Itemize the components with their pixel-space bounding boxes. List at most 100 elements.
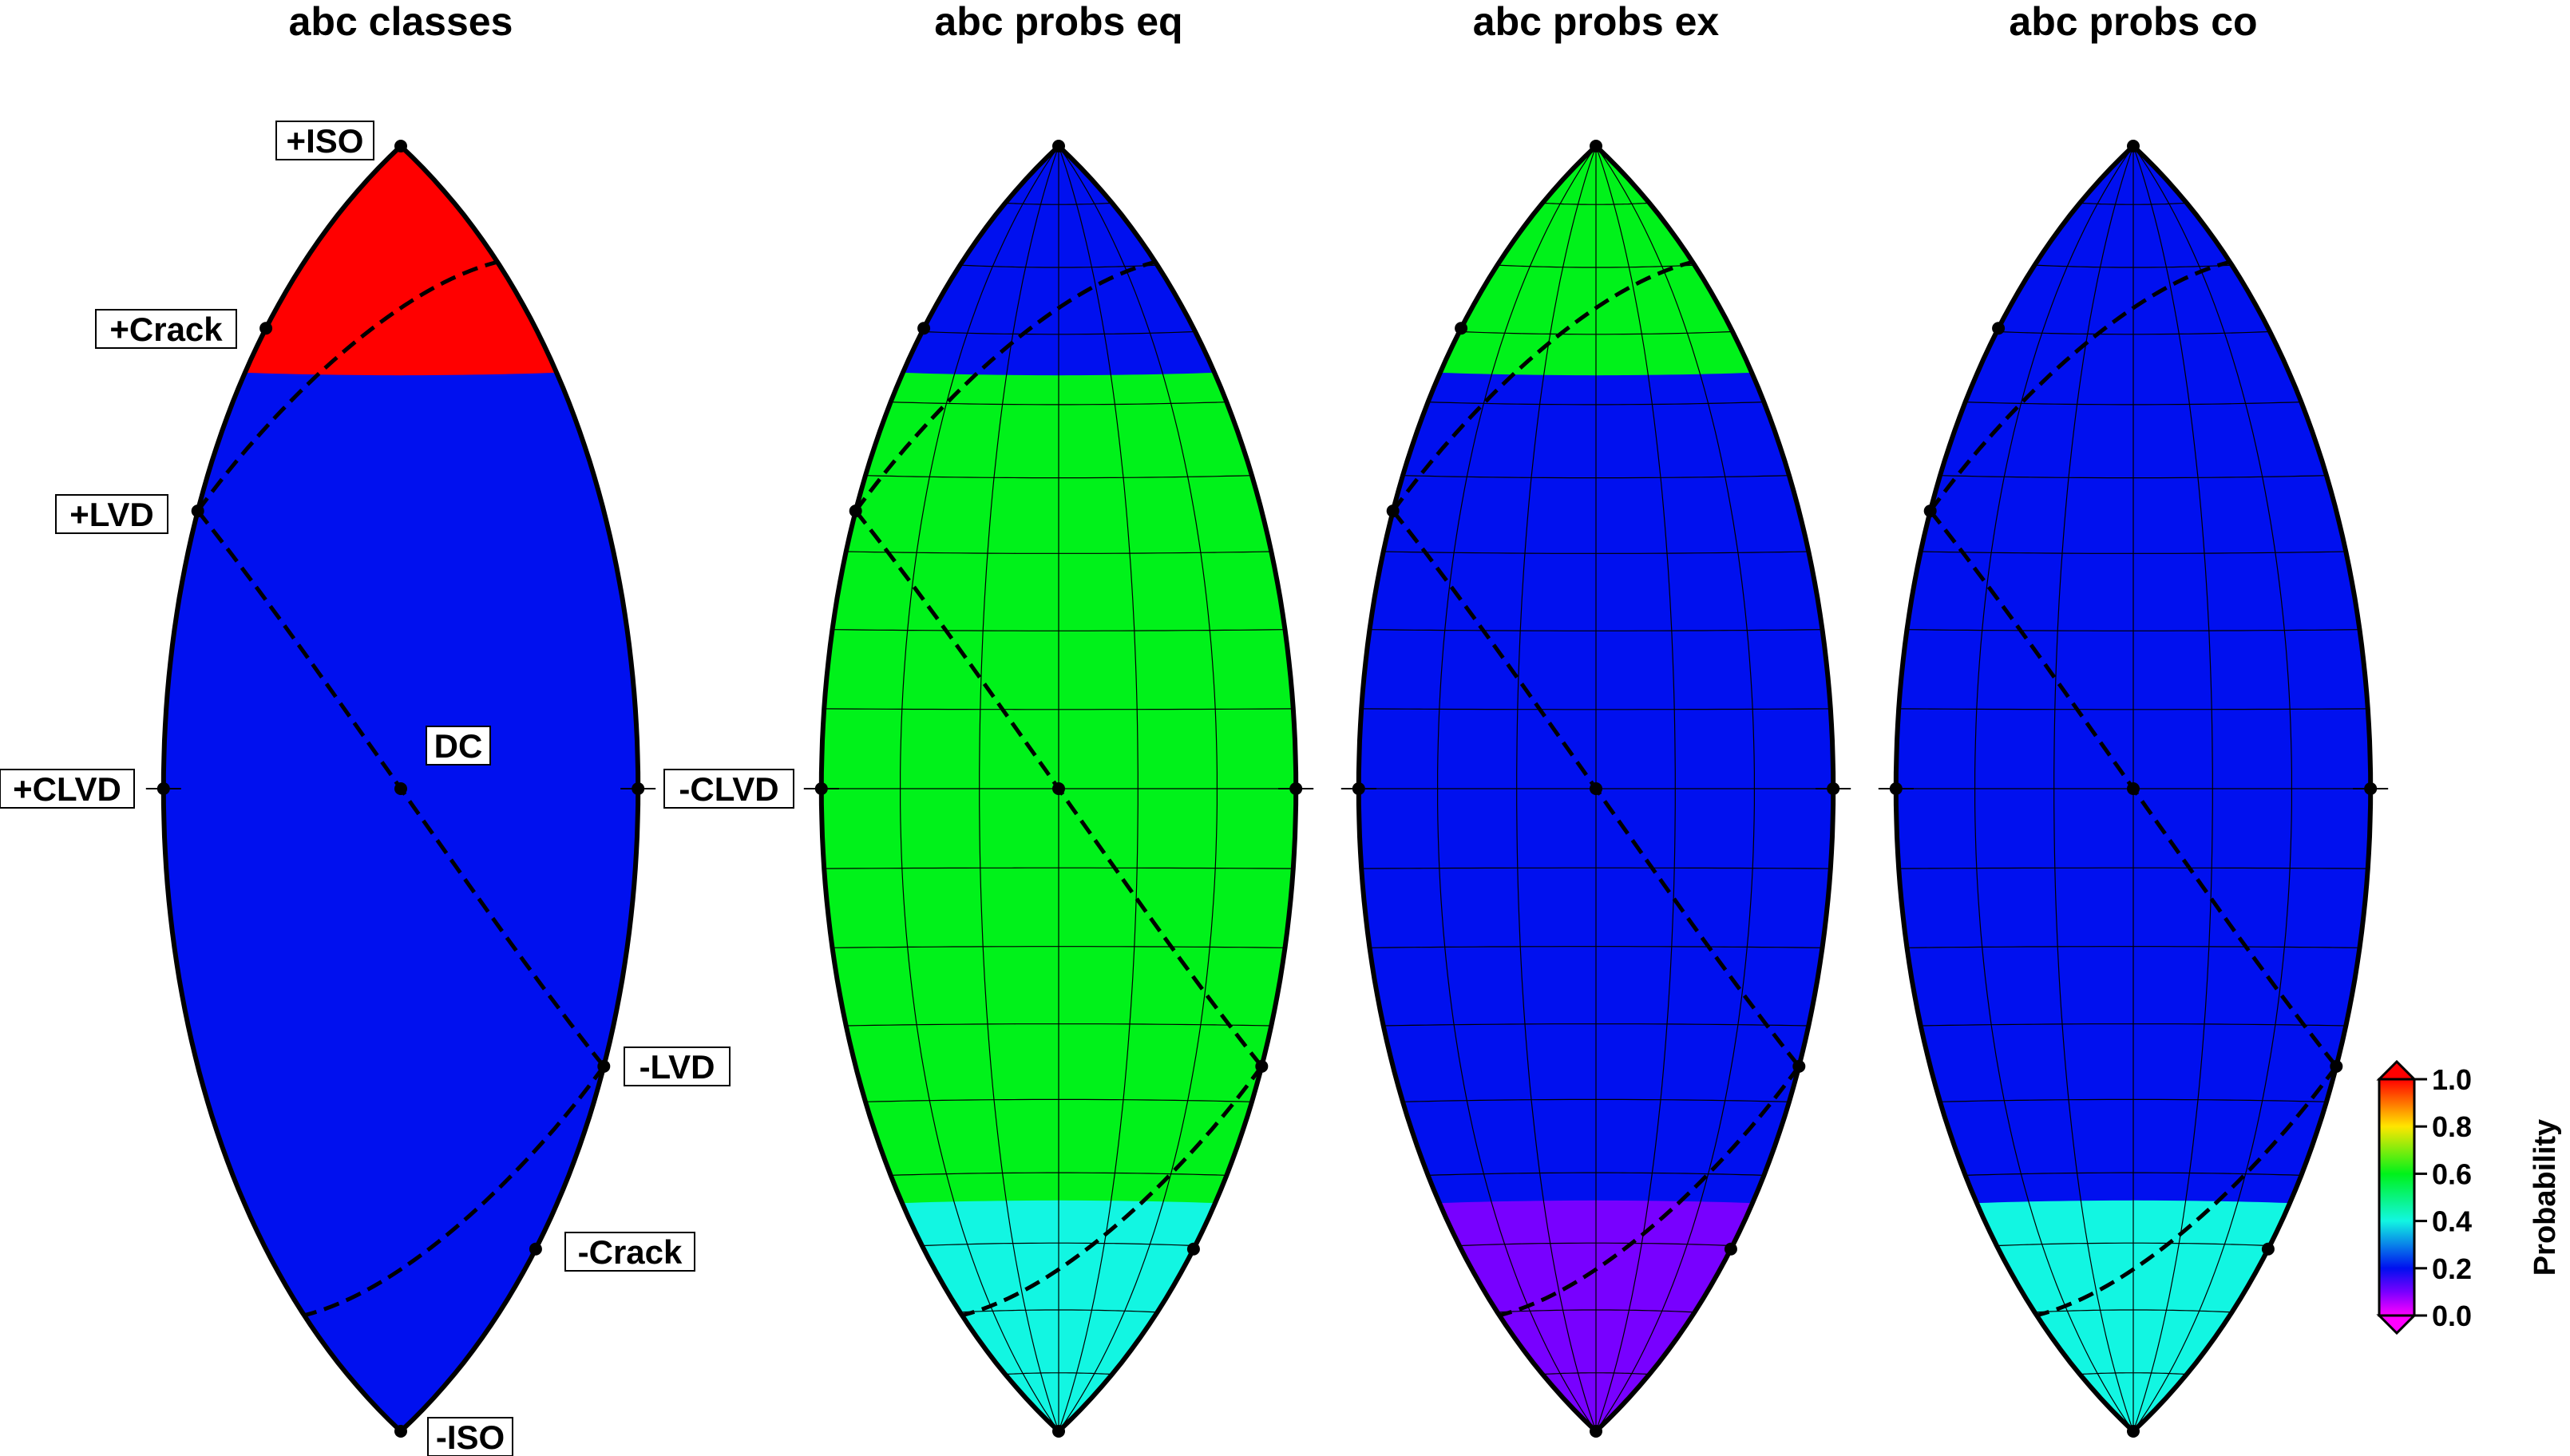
parallel <box>1939 475 2327 479</box>
label-crack-neg: -Crack <box>578 1233 683 1271</box>
label-lvd-pos: +LVD <box>69 496 153 533</box>
lune-labels: +ISO +Crack +LVD +CLVD DC -CLVD -LVD -Cr… <box>0 121 794 1456</box>
parallel <box>1899 708 2368 710</box>
parallel <box>1497 264 1695 268</box>
panel-title-ex: abc probs ex <box>1473 0 1720 44</box>
parallel <box>1383 551 1809 554</box>
parallel <box>824 708 1293 710</box>
label-dc: DC <box>434 727 483 765</box>
parallel <box>1402 475 1790 479</box>
label-iso-pos: +ISO <box>287 122 364 160</box>
label-clvd-pos: +CLVD <box>13 770 121 808</box>
parallel <box>1996 330 2271 335</box>
parallel <box>1004 1372 1113 1375</box>
panel-title-co: abc probs co <box>2009 0 2257 44</box>
reference-point <box>1052 782 1065 795</box>
parallel <box>1428 1172 1764 1176</box>
reference-point <box>1052 140 1065 152</box>
parallel <box>960 1309 1158 1313</box>
parallel <box>1920 551 2346 554</box>
parallel <box>2079 1372 2188 1375</box>
parallel <box>890 1172 1227 1176</box>
reference-point <box>1590 782 1602 795</box>
reference-point <box>597 1059 611 1073</box>
reference-point <box>1889 782 1903 795</box>
reference-arc-2 <box>961 1065 1264 1318</box>
reference-point <box>191 504 204 518</box>
label-lvd-neg: -LVD <box>640 1048 715 1086</box>
label-iso-neg: -ISO <box>436 1418 505 1456</box>
reference-point <box>1352 782 1365 795</box>
reference-point <box>1255 1059 1269 1073</box>
colorbar-top-cap <box>2376 1059 2418 1081</box>
colorbar-ticks: 1.0 0.8 0.6 0.4 0.2 0.0 <box>2414 1063 2472 1332</box>
class-region-eq <box>163 372 639 1431</box>
reference-point <box>1186 1242 1200 1256</box>
parallel <box>1907 629 2360 631</box>
parallel <box>960 264 1158 268</box>
parallel <box>865 475 1253 479</box>
colorbar-tick-label: 1.0 <box>2432 1063 2472 1096</box>
parallel <box>1542 1372 1650 1375</box>
reference-point <box>394 1425 407 1438</box>
parallel <box>832 629 1285 631</box>
colorbar-gradient <box>2378 1078 2416 1317</box>
reference-point <box>529 1242 542 1256</box>
colorbar-tick-label: 0.0 <box>2432 1300 2472 1332</box>
parallel <box>1369 629 1823 631</box>
reference-arc-2 <box>1499 1065 1801 1318</box>
colorbar: 1.0 0.8 0.6 0.4 0.2 0.0 Probability <box>2376 1059 2562 1335</box>
reference-point <box>259 322 273 335</box>
colorbar-tick-label: 0.6 <box>2432 1157 2472 1190</box>
reference-arc-1 <box>1928 259 2231 512</box>
parallel <box>1383 1023 1809 1027</box>
parallel <box>1907 946 2360 948</box>
reference-arc-2 <box>303 1065 606 1318</box>
reference-arc-1 <box>196 259 498 512</box>
reference-point <box>2127 782 2140 795</box>
parallel <box>2079 202 2188 205</box>
colorbar-tick-label: 0.8 <box>2432 1110 2472 1143</box>
reference-point <box>917 322 931 335</box>
label-clvd-neg: -CLVD <box>679 770 778 808</box>
parallel <box>921 330 1196 335</box>
reference-point <box>1992 322 2006 335</box>
parallel <box>1402 1098 1790 1102</box>
reference-point <box>2364 782 2378 795</box>
parallel <box>1004 202 1113 205</box>
parallel <box>1459 330 1733 335</box>
parallel <box>2034 264 2232 268</box>
parallel <box>865 1098 1253 1102</box>
parallel <box>1428 402 1764 406</box>
reference-point <box>1923 504 1937 518</box>
reference-point <box>2127 1425 2140 1438</box>
reference-point <box>1289 782 1303 795</box>
panel-title-eq: abc probs eq <box>934 0 1182 44</box>
reference-point <box>1455 322 1468 335</box>
reference-point <box>1827 782 1840 795</box>
reference-point <box>156 782 170 795</box>
reference-arc-2 <box>2036 1065 2338 1318</box>
reference-arc-1 <box>1391 259 1693 512</box>
parallel <box>1459 1242 1733 1247</box>
parallel <box>1497 1309 1695 1313</box>
lune-panels <box>145 140 2389 1438</box>
parallel <box>845 551 1272 554</box>
reference-point <box>1590 1425 1602 1438</box>
reference-point <box>1792 1059 1806 1073</box>
colorbar-bottom-cap <box>2376 1314 2418 1335</box>
reference-point <box>2261 1242 2275 1256</box>
reference-point <box>1590 140 1602 152</box>
parallel <box>1542 202 1650 205</box>
parallel <box>1361 708 1831 710</box>
colorbar-title: Probability <box>2528 1119 2562 1276</box>
reference-point <box>1386 504 1400 518</box>
parallel <box>1965 1172 2302 1176</box>
reference-point <box>1052 1425 1065 1438</box>
reference-point <box>1724 1242 1737 1256</box>
panel-title-classes: abc classes <box>289 0 513 44</box>
parallel <box>845 1023 1272 1027</box>
parallel <box>1369 946 1823 948</box>
reference-point <box>394 140 407 152</box>
